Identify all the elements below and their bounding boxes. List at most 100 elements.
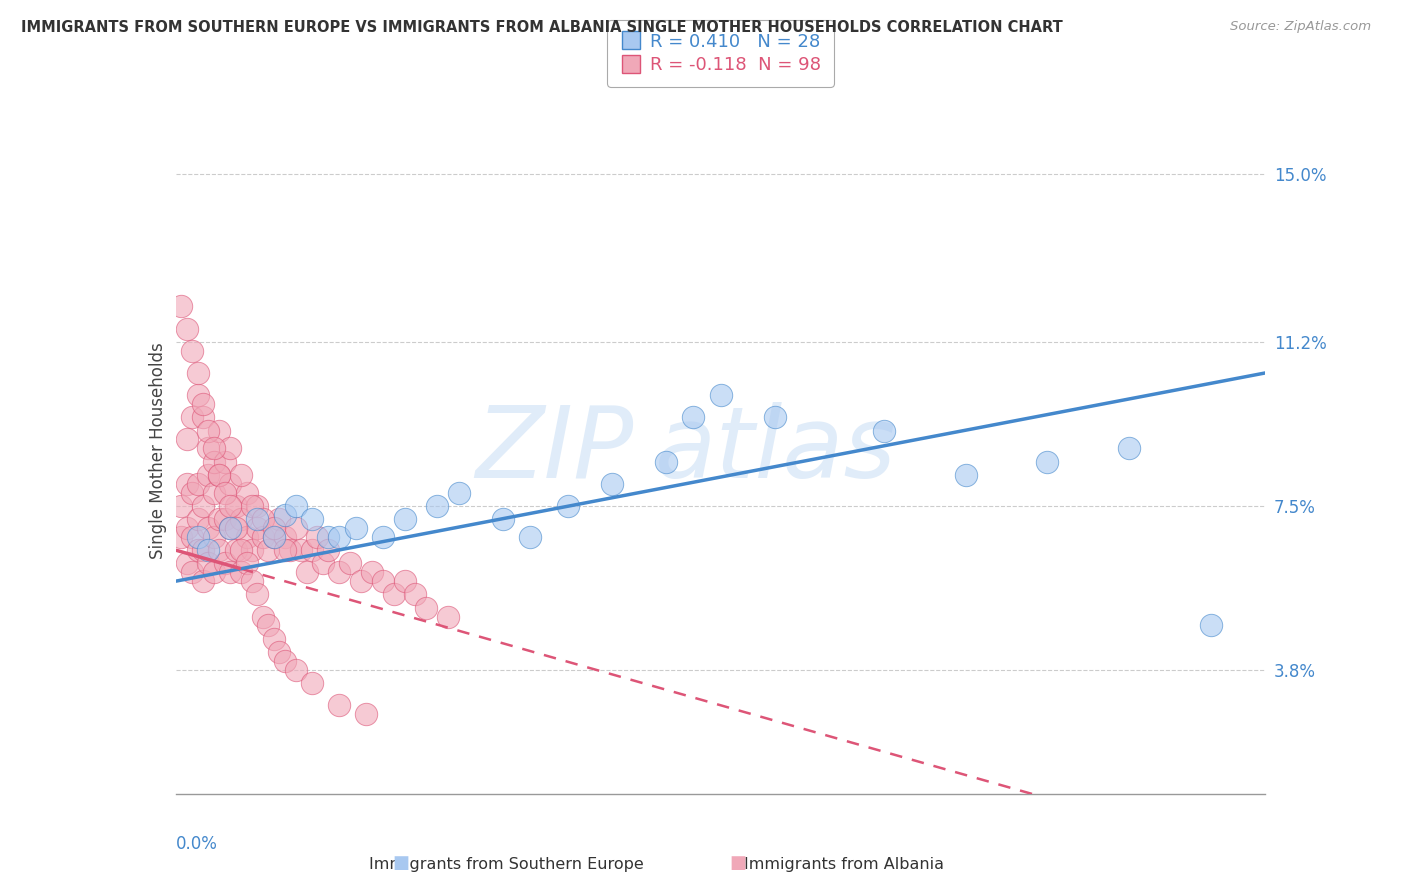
Point (257, 618, 280, 632)
Point (219, 521, 242, 535)
Point (312, 557, 335, 571)
Point (208, 512, 231, 526)
Point (1118, 442, 1140, 456)
Point (202, 454, 225, 468)
Point (208, 467, 231, 482)
Point (1199, 618, 1222, 632)
Point (214, 557, 236, 571)
Point (208, 424, 231, 438)
Point (176, 521, 198, 535)
Point (252, 609, 274, 624)
Point (278, 543, 301, 558)
Point (1036, 454, 1059, 468)
Text: ■: ■ (392, 855, 409, 872)
Point (231, 543, 253, 558)
Point (269, 512, 291, 526)
Point (328, 698, 350, 713)
Text: ■: ■ (730, 855, 747, 872)
Point (339, 557, 361, 571)
Point (252, 530, 274, 544)
Point (274, 508, 297, 522)
Point (186, 388, 209, 402)
Point (394, 512, 416, 526)
Point (263, 632, 285, 646)
Point (263, 530, 285, 544)
Point (181, 485, 204, 500)
Point (219, 442, 242, 456)
Point (257, 543, 280, 558)
Point (371, 574, 394, 589)
Point (350, 574, 373, 589)
Point (202, 442, 225, 456)
Point (219, 521, 242, 535)
Point (318, 530, 340, 544)
Point (231, 512, 253, 526)
Point (301, 676, 323, 690)
Text: atlas: atlas (655, 402, 897, 499)
Point (405, 587, 427, 601)
Point (557, 499, 579, 513)
Point (191, 499, 214, 513)
Text: 0.0%: 0.0% (176, 835, 218, 853)
Point (191, 397, 214, 411)
Point (873, 424, 896, 438)
Legend: R = 0.410   N = 28, R = -0.118  N = 98: R = 0.410 N = 28, R = -0.118 N = 98 (607, 20, 834, 87)
Point (447, 485, 470, 500)
Point (492, 512, 515, 526)
Point (600, 476, 623, 491)
Point (181, 343, 204, 358)
Point (246, 512, 269, 526)
Point (274, 654, 297, 668)
Text: Immigrants from Southern Europe: Immigrants from Southern Europe (368, 857, 644, 872)
Point (181, 410, 204, 425)
Point (274, 530, 297, 544)
Point (197, 521, 219, 535)
Point (202, 530, 225, 544)
Point (284, 663, 307, 677)
Point (170, 530, 193, 544)
Point (197, 442, 219, 456)
Point (269, 645, 291, 659)
Point (219, 499, 242, 513)
Point (295, 566, 318, 580)
Point (301, 512, 323, 526)
Point (176, 321, 198, 335)
Point (214, 454, 236, 468)
Point (219, 476, 242, 491)
Point (214, 512, 236, 526)
Point (763, 410, 786, 425)
Point (382, 587, 405, 601)
Point (246, 499, 269, 513)
Point (186, 512, 209, 526)
Point (191, 574, 214, 589)
Point (394, 574, 416, 589)
Y-axis label: Single Mother Households: Single Mother Households (149, 343, 167, 558)
Point (191, 543, 214, 558)
Point (426, 499, 449, 513)
Point (197, 557, 219, 571)
Point (344, 521, 367, 535)
Point (208, 543, 231, 558)
Point (290, 543, 312, 558)
Point (202, 566, 225, 580)
Point (328, 530, 350, 544)
Point (955, 467, 977, 482)
Point (284, 499, 307, 513)
Text: IMMIGRANTS FROM SOUTHERN EUROPE VS IMMIGRANTS FROM ALBANIA SINGLE MOTHER HOUSEHO: IMMIGRANTS FROM SOUTHERN EUROPE VS IMMIG… (21, 20, 1063, 35)
Point (360, 566, 382, 580)
Point (231, 467, 253, 482)
Point (240, 499, 263, 513)
Point (219, 566, 242, 580)
Point (274, 543, 297, 558)
Point (263, 530, 285, 544)
Point (197, 543, 219, 558)
Point (235, 530, 257, 544)
Point (284, 521, 307, 535)
Point (252, 512, 274, 526)
Point (225, 543, 247, 558)
Point (519, 530, 541, 544)
Point (186, 543, 209, 558)
Point (235, 485, 257, 500)
Point (186, 530, 209, 544)
Point (246, 521, 269, 535)
